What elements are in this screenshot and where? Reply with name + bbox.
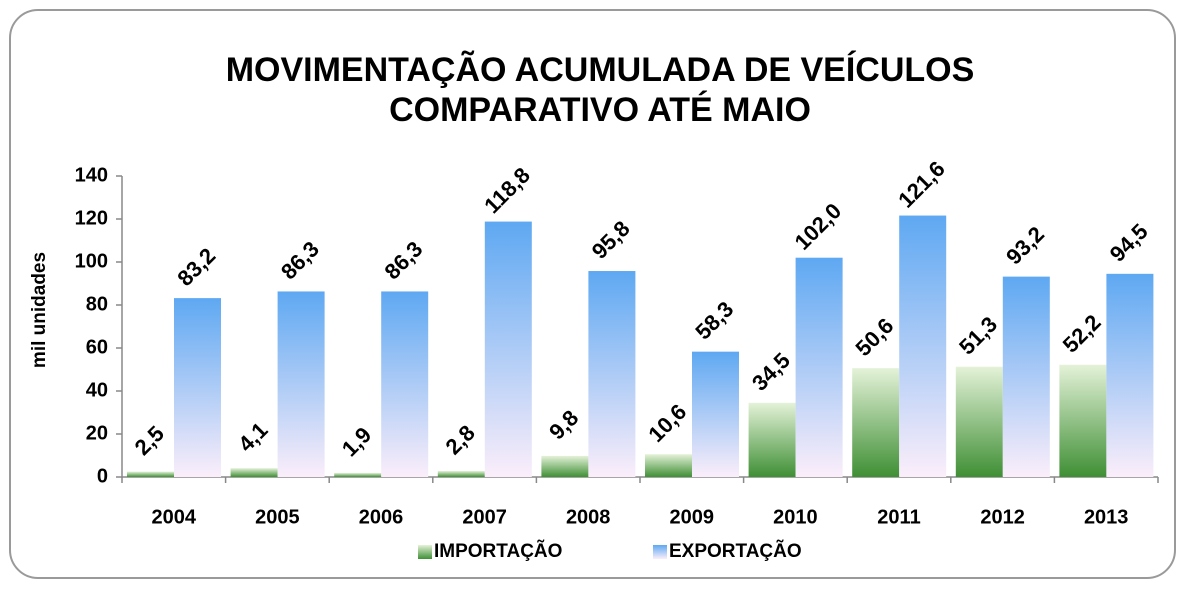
- legend-swatch: [653, 545, 667, 559]
- y-tick-label: 0: [97, 465, 108, 487]
- bar: [1002, 276, 1050, 477]
- bar: [588, 271, 636, 477]
- bar: [899, 215, 947, 477]
- bar: [748, 402, 796, 477]
- y-tick-label: 60: [86, 336, 108, 358]
- bar: [437, 470, 485, 477]
- y-tick-label: 80: [86, 293, 108, 315]
- bar: [174, 298, 221, 477]
- legend-label: EXPORTAÇÃO: [669, 540, 802, 562]
- bar: [334, 472, 382, 477]
- x-tick-label: 2009: [670, 506, 715, 528]
- y-tick-label: 120: [75, 207, 108, 229]
- y-tick-label: 100: [75, 250, 108, 272]
- x-tick-label: 2005: [255, 506, 300, 528]
- x-tick-label: 2013: [1084, 506, 1129, 528]
- chart-title: MOVIMENTAÇÃO ACUMULADA DE VEÍCULOS: [226, 51, 975, 89]
- y-tick-label: 20: [86, 422, 108, 444]
- x-tick-label: 2012: [980, 506, 1025, 528]
- x-tick-label: 2008: [566, 506, 611, 528]
- legend-swatch: [418, 545, 432, 559]
- y-tick-label: 140: [75, 164, 108, 186]
- bar: [127, 471, 174, 477]
- chart-subtitle: COMPARATIVO ATÉ MAIO: [389, 91, 811, 129]
- y-axis-label: mil unidades: [29, 252, 50, 368]
- bar: [1106, 273, 1154, 477]
- bar: [381, 291, 429, 477]
- x-tick-label: 2011: [877, 506, 920, 528]
- bar: [484, 221, 532, 477]
- x-tick-label: 2007: [462, 506, 507, 528]
- x-tick-label: 2004: [152, 506, 197, 528]
- bar: [1059, 364, 1107, 477]
- x-tick-label: 2006: [359, 506, 404, 528]
- x-tick-label: 2010: [773, 506, 818, 528]
- bar: [645, 454, 692, 477]
- y-tick-label: 40: [86, 379, 108, 401]
- bar: [277, 291, 325, 477]
- bar: [692, 351, 739, 477]
- bar: [955, 366, 1003, 477]
- bar: [795, 257, 843, 477]
- bar: [852, 368, 900, 477]
- legend-label: IMPORTAÇÃO: [434, 540, 562, 562]
- bar: [230, 468, 278, 477]
- bar: [541, 455, 589, 477]
